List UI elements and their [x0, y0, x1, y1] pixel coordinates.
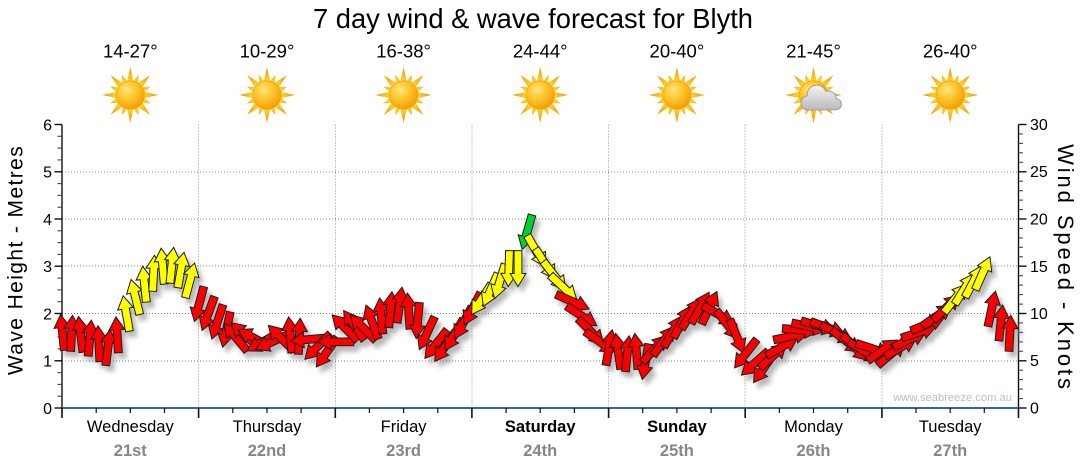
svg-text:www.seabreeze.com.au: www.seabreeze.com.au [892, 392, 1012, 404]
svg-text:Monday: Monday [784, 418, 843, 436]
svg-text:5: 5 [1030, 353, 1039, 370]
svg-text:Sunday: Sunday [647, 418, 707, 436]
svg-text:24-44°: 24-44° [513, 41, 568, 62]
svg-text:26-40°: 26-40° [923, 41, 978, 62]
svg-text:23rd: 23rd [386, 442, 421, 460]
svg-text:5: 5 [43, 165, 52, 182]
svg-text:10: 10 [1030, 306, 1048, 323]
svg-text:25th: 25th [660, 442, 694, 460]
svg-text:Thursday: Thursday [233, 418, 303, 436]
svg-text:26th: 26th [797, 442, 831, 460]
svg-text:21st: 21st [114, 442, 148, 460]
svg-text:2: 2 [43, 306, 52, 323]
svg-text:7 day wind & wave forecast for: 7 day wind & wave forecast for Blyth [313, 3, 753, 34]
svg-text:0: 0 [43, 401, 52, 418]
svg-text:25: 25 [1030, 164, 1048, 181]
svg-text:1: 1 [43, 354, 52, 371]
svg-text:30: 30 [1030, 117, 1048, 134]
svg-text:10-29°: 10-29° [240, 41, 295, 62]
svg-text:Wind Speed - Knots: Wind Speed - Knots [1053, 144, 1078, 392]
svg-text:16-38°: 16-38° [376, 41, 431, 62]
svg-text:20: 20 [1030, 212, 1048, 229]
svg-text:21-45°: 21-45° [786, 41, 841, 62]
svg-text:0: 0 [1030, 401, 1039, 418]
svg-text:22nd: 22nd [248, 442, 287, 460]
svg-text:Tuesday: Tuesday [919, 418, 982, 436]
svg-text:24th: 24th [523, 442, 557, 460]
svg-text:Saturday: Saturday [505, 418, 576, 436]
svg-text:3: 3 [43, 259, 52, 276]
svg-text:Wave Height - Metres: Wave Height - Metres [5, 145, 28, 375]
svg-text:Wednesday: Wednesday [87, 418, 175, 436]
svg-text:20-40°: 20-40° [650, 41, 705, 62]
svg-text:14-27°: 14-27° [103, 41, 158, 62]
svg-text:Friday: Friday [381, 418, 428, 436]
svg-text:27th: 27th [933, 442, 967, 460]
svg-text:4: 4 [43, 212, 52, 229]
svg-text:15: 15 [1030, 259, 1048, 276]
svg-text:6: 6 [43, 117, 52, 134]
